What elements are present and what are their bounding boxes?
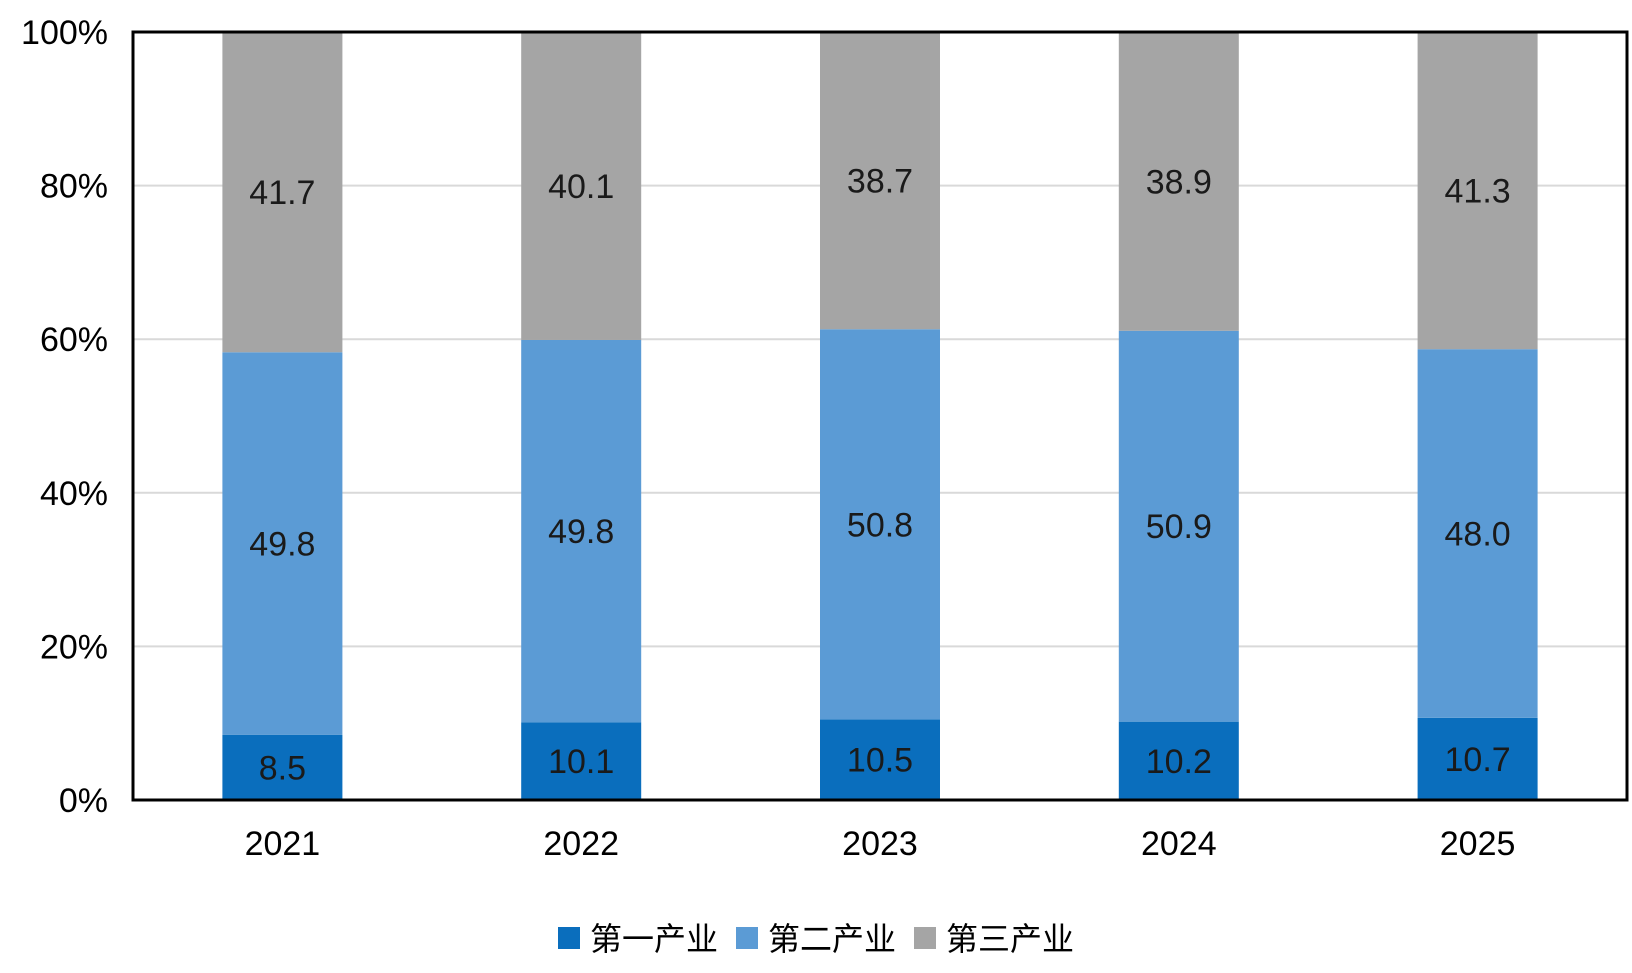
bar-segment	[521, 722, 642, 800]
legend-label: 第三产业	[946, 921, 1074, 957]
bar-segment	[1417, 32, 1538, 350]
data-label: 48.0	[1445, 516, 1511, 554]
data-label: 10.5	[847, 742, 913, 780]
legend-label: 第二产业	[768, 921, 896, 957]
legend-swatch	[914, 927, 936, 949]
plot-frame	[131, 30, 1629, 802]
bar-segment	[820, 32, 940, 330]
y-tick-label: 100%	[21, 14, 108, 52]
data-label: 41.7	[249, 174, 315, 212]
data-label: 8.5	[259, 749, 306, 787]
bar-segment	[1417, 349, 1538, 718]
value-labels: 8.5 49.8 41.7 10.1 49.8 40.1 10.5 50.8 38.7 10.2 5…	[249, 163, 1510, 788]
y-axis: 0% 20% 40% 60% 80% 100%	[21, 14, 108, 820]
legend-item[interactable]: 第二产业	[736, 921, 896, 957]
x-tick-label: 2022	[543, 825, 619, 863]
x-tick-label: 2025	[1440, 825, 1516, 863]
y-tick-label: 0%	[59, 782, 108, 820]
bar-segment	[1118, 721, 1239, 800]
bar-segment	[820, 329, 940, 720]
legend-swatch	[736, 927, 758, 949]
data-label: 49.8	[249, 525, 315, 563]
y-tick-label: 80%	[40, 168, 108, 206]
bar-segment	[820, 719, 940, 800]
legend-item[interactable]: 第三产业	[914, 921, 1074, 957]
x-tick-label: 2024	[1141, 825, 1217, 863]
bar-segment	[222, 352, 343, 735]
data-label: 38.9	[1146, 163, 1212, 201]
legend-label: 第一产业	[590, 921, 718, 957]
data-label: 10.2	[1146, 743, 1212, 781]
data-label: 49.8	[548, 513, 614, 551]
data-label: 38.7	[847, 163, 913, 201]
x-tick-label: 2023	[842, 825, 918, 863]
x-axis: 2021 2022 2023 2024 2025	[245, 825, 1516, 863]
bar-segment	[521, 339, 642, 723]
y-tick-label: 60%	[40, 321, 108, 359]
data-label: 50.8	[847, 506, 913, 544]
y-tick-label: 40%	[40, 475, 108, 513]
y-tick-label: 20%	[40, 628, 108, 666]
bar-segment	[1118, 330, 1239, 722]
legend-swatch	[558, 927, 580, 949]
bar-segment	[521, 32, 642, 340]
bar-segment	[222, 734, 343, 800]
data-label: 10.7	[1445, 741, 1511, 779]
data-label: 41.3	[1445, 173, 1511, 211]
bar-segment	[222, 32, 343, 353]
x-tick-label: 2021	[245, 825, 321, 863]
bars	[222, 32, 1538, 800]
data-label: 10.1	[548, 743, 614, 781]
data-label: 40.1	[548, 168, 614, 206]
data-label: 50.9	[1146, 508, 1212, 546]
bar-segment	[1118, 32, 1239, 331]
bar-segment	[1417, 717, 1538, 800]
legend-item[interactable]: 第一产业	[558, 921, 718, 957]
legend[interactable]: 第一产业 第二产业 第三产业	[558, 921, 1074, 957]
